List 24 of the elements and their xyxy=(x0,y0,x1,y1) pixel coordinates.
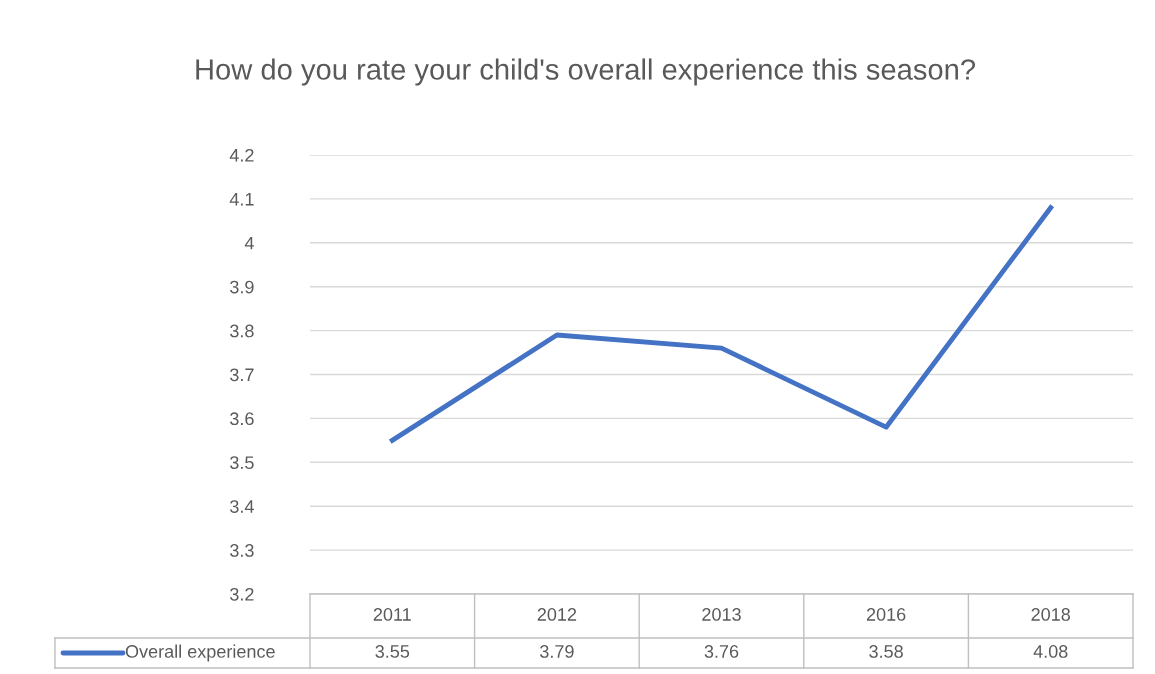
x-tick-label: 2013 xyxy=(702,608,741,621)
x-tick-label: 2012 xyxy=(537,608,577,621)
chart-title: How do you rate your child's overall experience this season? xyxy=(196,58,976,86)
y-tick-label: 3.4 xyxy=(230,500,254,513)
y-tick-label: 3.8 xyxy=(230,324,254,338)
y-tick-label: 4.2 xyxy=(229,148,254,162)
data-label: 3.76 xyxy=(704,645,739,658)
x-tick-label: 2011 xyxy=(373,608,411,621)
data-label: 3.58 xyxy=(869,645,903,658)
y-tick-label: 3.2 xyxy=(230,587,254,601)
y-tick-label: 3.5 xyxy=(230,456,254,470)
legend-label: Overall experience xyxy=(125,644,275,662)
data-label: 3.55 xyxy=(375,645,410,658)
y-tick-label: 4.1 xyxy=(229,193,254,206)
y-tick-label: 3.3 xyxy=(230,544,254,557)
line-series xyxy=(389,205,1054,443)
y-tick-label: 3.9 xyxy=(230,280,254,294)
data-label: 3.79 xyxy=(540,645,574,658)
x-tick-label: 2016 xyxy=(866,608,906,621)
y-tick-label: 4 xyxy=(244,236,254,250)
y-tick-label: 3.6 xyxy=(230,412,254,426)
x-tick-label: 2018 xyxy=(1031,608,1070,621)
y-tick-label: 3.7 xyxy=(230,368,254,382)
data-label: 4.08 xyxy=(1033,645,1068,658)
